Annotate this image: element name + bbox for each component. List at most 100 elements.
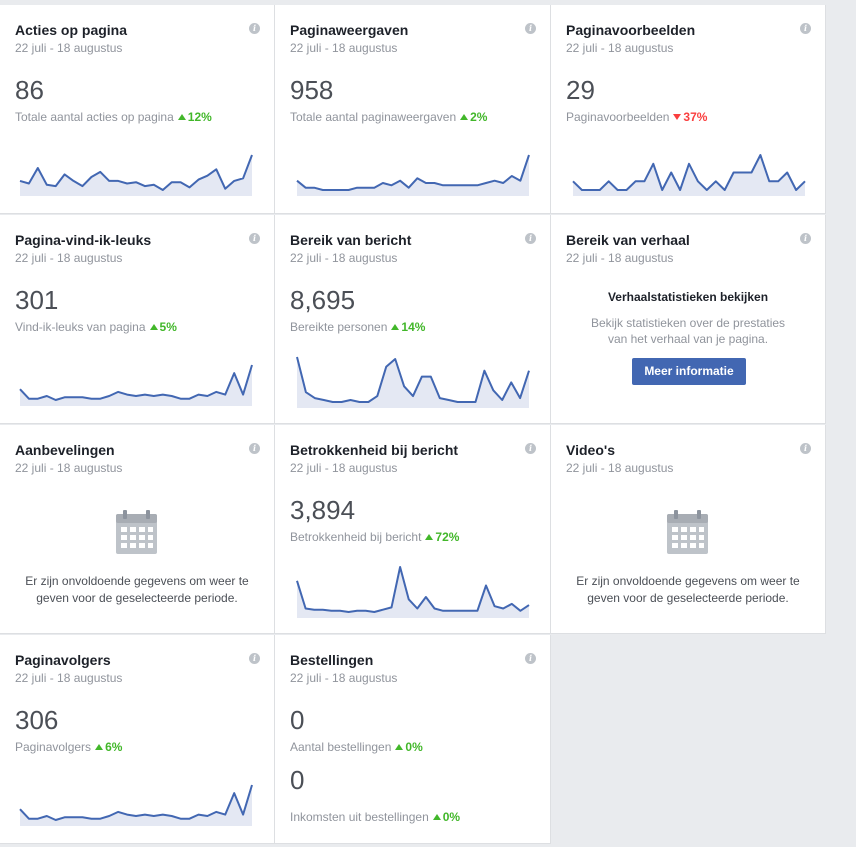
change-badge: 12% bbox=[177, 110, 212, 124]
metric-label: Inkomsten uit bestellingen bbox=[290, 810, 429, 824]
card-bereik-van-bericht[interactable]: Bereik van bericht i 22 juli - 18 august… bbox=[275, 215, 551, 424]
calendar-icon bbox=[116, 510, 157, 554]
story-heading: Verhaalstatistieken bekijken bbox=[607, 290, 769, 304]
card-title: Paginaweergaven bbox=[290, 22, 409, 38]
card-title: Video's bbox=[566, 442, 615, 458]
change-badge: 72% bbox=[425, 530, 459, 544]
change-value: 6% bbox=[105, 740, 123, 754]
info-icon[interactable]: i bbox=[249, 653, 260, 664]
info-icon[interactable]: i bbox=[525, 23, 536, 34]
card-bestellingen[interactable]: Bestellingen i 22 juli - 18 augustus 0 A… bbox=[275, 635, 551, 844]
metric-label: Totale aantal paginaweergaven bbox=[290, 110, 457, 124]
metric-label-row-revenue: Inkomsten uit bestellingen 0% bbox=[290, 810, 460, 824]
sparkline bbox=[296, 153, 530, 198]
sparkline-svg bbox=[19, 364, 253, 406]
sparkline-svg bbox=[296, 356, 530, 408]
info-icon[interactable]: i bbox=[249, 23, 260, 34]
change-badge: 0% bbox=[395, 740, 423, 754]
triangle-down-icon bbox=[673, 114, 682, 120]
change-value: 14% bbox=[401, 320, 426, 334]
metric-label: Bereikte personen bbox=[290, 320, 388, 334]
card-betrokkenheid-bij-bericht[interactable]: Betrokkenheid bij bericht i 22 juli - 18… bbox=[275, 425, 551, 634]
change-value: 72% bbox=[435, 530, 460, 544]
sparkline-line bbox=[19, 364, 253, 401]
card-title: Bereik van bericht bbox=[290, 232, 412, 248]
metric-label-row: Vind-ik-leuks van pagina 5% bbox=[15, 320, 177, 334]
metric-label-row: Paginavolgers 6% bbox=[15, 740, 122, 754]
triangle-up-icon bbox=[460, 114, 469, 120]
sparkline bbox=[572, 153, 806, 198]
sparkline-line bbox=[19, 784, 253, 821]
date-range: 22 juli - 18 augustus bbox=[290, 461, 398, 475]
metric-value: 0 bbox=[290, 705, 305, 735]
card-title: Betrokkenheid bij bericht bbox=[290, 442, 459, 458]
sparkline bbox=[296, 565, 530, 620]
sparkline-line bbox=[19, 154, 253, 191]
sparkline bbox=[19, 783, 253, 828]
change-value: 37% bbox=[683, 110, 708, 124]
metric-label-row: Betrokkenheid bij bericht 72% bbox=[290, 530, 459, 544]
change-badge: 0% bbox=[432, 810, 460, 824]
metric-label-row: Bereikte personen 14% bbox=[290, 320, 425, 334]
sparkline-line bbox=[572, 154, 806, 191]
metric-label: Totale aantal acties op pagina bbox=[15, 110, 174, 124]
no-data-message: Er zijn onvoldoende gegevens om weer te … bbox=[576, 574, 800, 605]
triangle-up-icon bbox=[177, 114, 186, 120]
info-icon[interactable]: i bbox=[525, 233, 536, 244]
metric-value: 29 bbox=[566, 75, 595, 105]
card-pagina-vind-ik-leuks[interactable]: Pagina-vind-ik-leuks i 22 juli - 18 augu… bbox=[0, 215, 275, 424]
card-bereik-van-verhaal[interactable]: Bereik van verhaal i 22 juli - 18 august… bbox=[551, 215, 826, 424]
triangle-up-icon bbox=[391, 324, 400, 330]
metric-value: 958 bbox=[290, 75, 334, 105]
card-paginavolgers[interactable]: Paginavolgers i 22 juli - 18 augustus 30… bbox=[0, 635, 275, 844]
metric-value: 301 bbox=[15, 285, 59, 315]
triangle-up-icon bbox=[425, 534, 434, 540]
card-title: Paginavolgers bbox=[15, 652, 111, 668]
card-title: Acties op pagina bbox=[15, 22, 128, 38]
sparkline-line bbox=[296, 566, 530, 613]
change-badge: 14% bbox=[391, 320, 425, 334]
triangle-up-icon bbox=[149, 324, 158, 330]
card-aanbevelingen[interactable]: Aanbevelingen i 22 juli - 18 augustus Er… bbox=[0, 425, 275, 634]
date-range: 22 juli - 18 augustus bbox=[566, 461, 674, 475]
card-acties-op-pagina[interactable]: Acties op pagina i 22 juli - 18 augustus… bbox=[0, 5, 275, 214]
info-icon[interactable]: i bbox=[249, 233, 260, 244]
change-value: 0% bbox=[405, 740, 423, 754]
change-value: 5% bbox=[159, 320, 177, 334]
metric-label: Aantal bestellingen bbox=[290, 740, 392, 754]
sparkline-area bbox=[20, 365, 252, 406]
metric-label: Paginavoorbeelden bbox=[566, 110, 670, 124]
story-description: Bekijk statistieken over de prestaties v… bbox=[590, 316, 786, 346]
meer-informatie-button[interactable]: Meer informatie bbox=[632, 358, 746, 385]
card-title: Aanbevelingen bbox=[15, 442, 115, 458]
sparkline bbox=[19, 363, 253, 408]
metric-label-row: Aantal bestellingen 0% bbox=[290, 740, 423, 754]
sparkline-svg bbox=[296, 566, 530, 618]
triangle-up-icon bbox=[432, 814, 441, 820]
change-badge: 2% bbox=[460, 110, 487, 124]
triangle-up-icon bbox=[95, 744, 104, 750]
info-icon[interactable]: i bbox=[800, 233, 811, 244]
card-paginavoorbeelden[interactable]: Paginavoorbeelden i 22 juli - 18 augustu… bbox=[551, 5, 826, 214]
info-icon[interactable]: i bbox=[249, 443, 260, 454]
sparkline-line bbox=[296, 154, 530, 191]
info-icon[interactable]: i bbox=[525, 653, 536, 664]
info-icon[interactable]: i bbox=[800, 443, 811, 454]
date-range: 22 juli - 18 augustus bbox=[566, 251, 674, 265]
card-videos[interactable]: Video's i 22 juli - 18 augustus Er zijn … bbox=[551, 425, 826, 634]
metric-label: Paginavolgers bbox=[15, 740, 92, 754]
metric-label: Vind-ik-leuks van pagina bbox=[15, 320, 146, 334]
metric-label-row: Totale aantal acties op pagina 12% bbox=[15, 110, 212, 124]
sparkline-area bbox=[20, 785, 252, 826]
sparkline-area bbox=[297, 567, 529, 618]
metric-value: 3,894 bbox=[290, 495, 356, 525]
card-paginaweergaven[interactable]: Paginaweergaven i 22 juli - 18 augustus … bbox=[275, 5, 551, 214]
info-icon[interactable]: i bbox=[800, 23, 811, 34]
info-icon[interactable]: i bbox=[525, 443, 536, 454]
sparkline-svg bbox=[572, 154, 806, 196]
date-range: 22 juli - 18 augustus bbox=[15, 251, 123, 265]
metric-value: 8,695 bbox=[290, 285, 356, 315]
date-range: 22 juli - 18 augustus bbox=[566, 41, 674, 55]
metric-label-row: Totale aantal paginaweergaven 2% bbox=[290, 110, 487, 124]
sparkline-svg bbox=[19, 784, 253, 826]
